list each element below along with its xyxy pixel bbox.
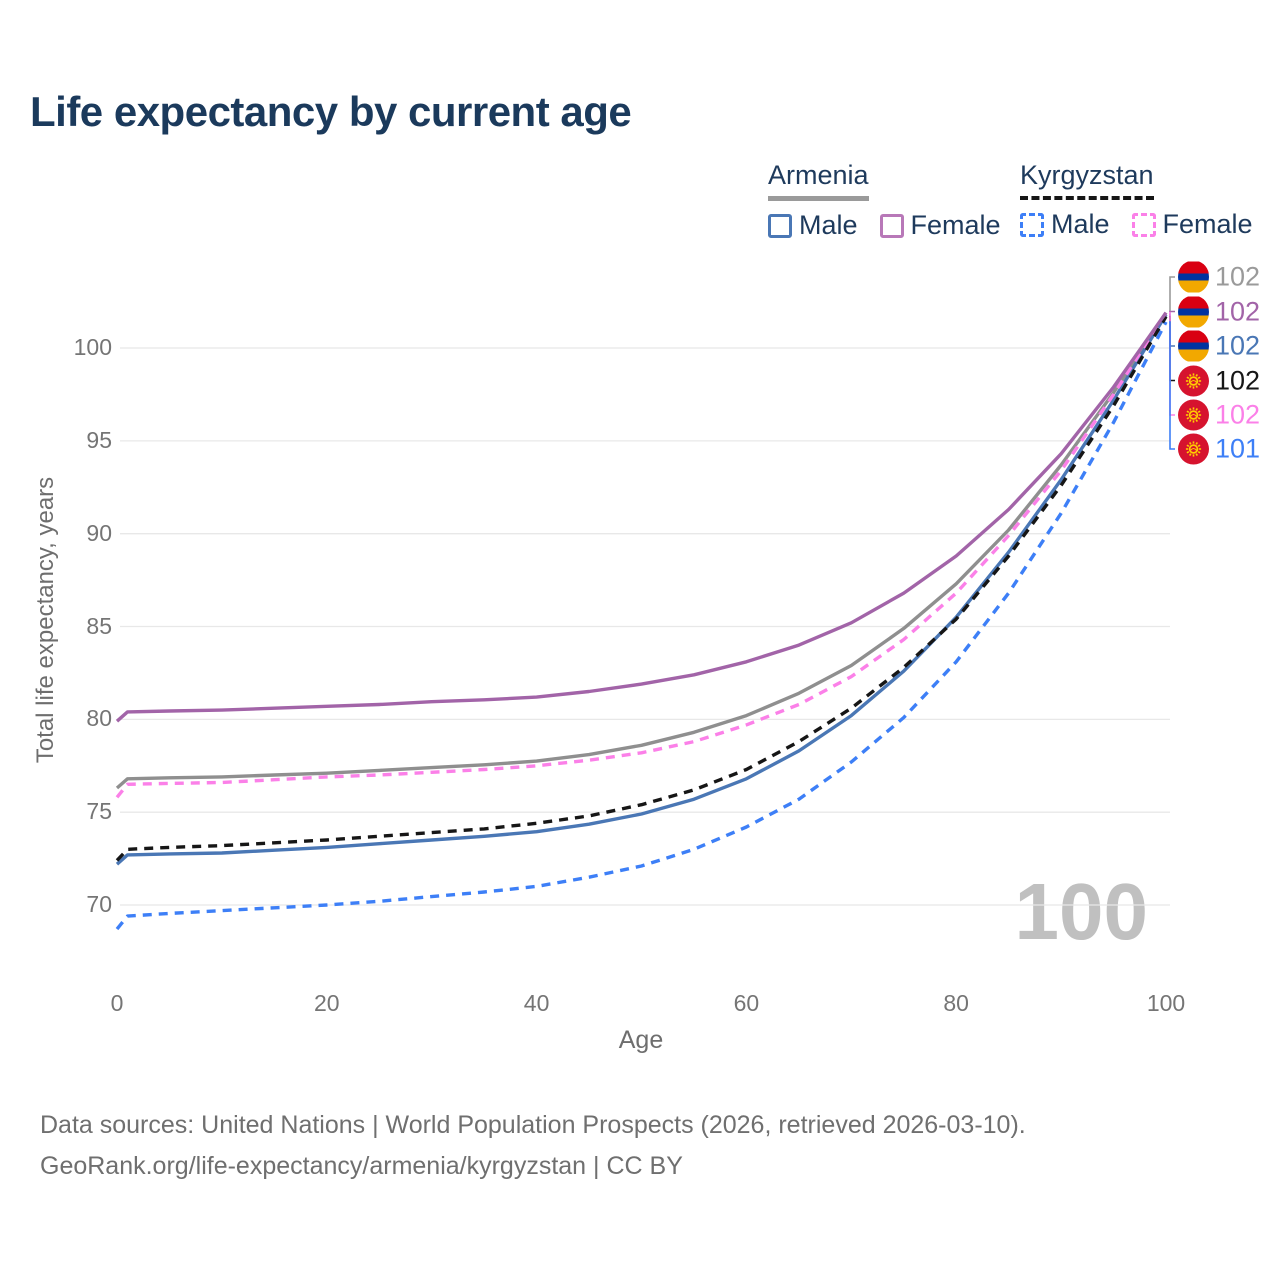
page-title: Life expectancy by current age [30,88,632,135]
y-tick-label-70: 70 [86,891,112,917]
kyrgyzstan-flag-icon [1178,365,1209,396]
series-line-kyrgyzstan_male[interactable] [115,321,1168,931]
end-label-kyrgyzstan_female: 102 [1178,399,1261,431]
series-line-kyrgyzstan_both[interactable] [115,315,1168,862]
end-label-value: 102 [1215,330,1261,361]
x-tick-label-40: 40 [523,990,550,1016]
y-tick-label-85: 85 [86,612,112,639]
attribution-footer: Data sources: United Nations | World Pop… [40,1105,1026,1187]
end-label-value: 101 [1215,433,1261,464]
series-line-kyrgyzstan_female[interactable] [115,311,1168,799]
series-line-armenia_female[interactable] [115,311,1168,723]
data-sources-line: Data sources: United Nations | World Pop… [40,1111,1026,1139]
legend-item-label: Female [910,210,1001,240]
y-tick-label-100: 100 [73,334,112,361]
y-tick-label-90: 90 [86,519,112,546]
legend-swatch-male-icon [1020,212,1044,237]
end-label-kyrgyzstan_both: 102 [1178,365,1260,396]
legend-country-armenia[interactable]: Armenia [768,160,869,201]
end-label-armenia_male: 102 [1178,330,1261,362]
y-tick-label-95: 95 [86,426,112,453]
legend-swatch-female-icon [1131,212,1156,237]
x-tick-label-0: 0 [110,990,124,1016]
legend-group-kyrgyzstan: Kyrgyzstan Male Female [1020,160,1275,240]
legend-items-row: Male Female [768,210,1023,241]
end-label-kyrgyzstan_male: 101 [1178,433,1261,465]
legend-item-label: Male [1051,209,1110,239]
legend-item-label: Male [799,210,858,240]
end-label-value: 102 [1215,365,1261,395]
series-line-armenia_male[interactable] [115,313,1168,866]
kyrgyzstan-flag-icon [1178,399,1209,431]
y-axis-title: Total life expectancy, years [32,476,59,764]
legend-swatch-male-icon [768,213,792,238]
end-label-value: 102 [1215,261,1261,292]
source-url-line: GeoRank.org/life-expectancy/armenia/kyrg… [40,1152,683,1180]
x-tick-label-60: 60 [733,990,760,1016]
end-label-value: 102 [1215,399,1261,430]
armenia-flag-icon [1178,261,1209,293]
age-counter-watermark: 100 [1014,867,1148,956]
x-axis-title: Age [618,1026,664,1054]
legend-group-armenia: Armenia Male Female [768,160,1023,241]
legend-item-label: Female [1162,209,1253,239]
end-label-connector-kyrgyzstan_male [1169,321,1175,450]
legend-country-kyrgyzstan[interactable]: Kyrgyzstan [1020,160,1154,200]
legend-items-row: Male Female [1020,209,1275,240]
end-label-armenia_both: 102 [1178,261,1261,293]
y-tick-label-80: 80 [86,705,112,732]
armenia-flag-icon [1178,296,1209,327]
x-tick-label-80: 80 [943,990,969,1016]
end-label-value: 102 [1215,296,1261,326]
x-tick-label-100: 100 [1146,990,1186,1016]
end-label-armenia_female: 102 [1178,296,1260,327]
legend-swatch-female-icon [879,213,904,238]
kyrgyzstan-flag-icon [1178,433,1209,465]
legend-item-armenia-male[interactable]: Male [768,210,858,241]
legend-item-armenia-female[interactable]: Female [879,210,1001,241]
series-line-armenia_both[interactable] [115,311,1168,790]
x-tick-label-20: 20 [314,990,340,1016]
legend-item-kyrgyzstan-male[interactable]: Male [1020,209,1110,240]
y-tick-label-75: 75 [86,798,112,825]
end-label-connector-armenia_both [1169,276,1175,314]
legend-item-kyrgyzstan-female[interactable]: Female [1131,209,1253,240]
armenia-flag-icon [1178,330,1209,362]
